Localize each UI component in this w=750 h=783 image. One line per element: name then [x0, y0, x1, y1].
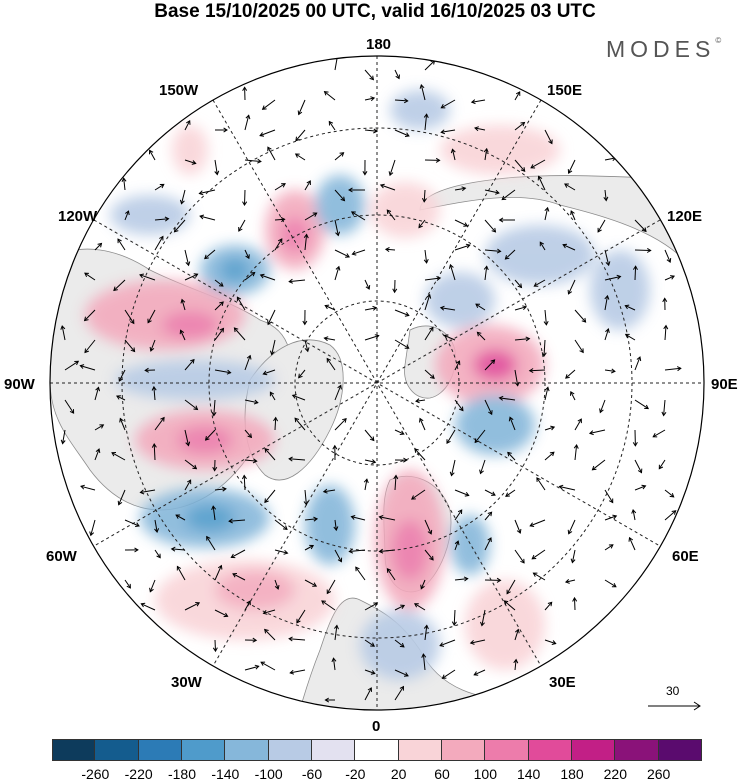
reference-vector [648, 701, 701, 711]
anomaly-positive [465, 580, 545, 670]
lon-label-120w: 120W [58, 208, 98, 225]
colorbar-tick-label: -60 [301, 766, 323, 782]
colorbar-segment [182, 739, 226, 761]
lon-label-60e: 60E [672, 548, 699, 565]
lon-label-180: 180 [366, 36, 392, 53]
lon-label-90w: 90W [4, 376, 35, 393]
colorbar-tick-label: -220 [124, 766, 153, 782]
lon-label-150e: 150E [547, 82, 583, 99]
anomaly-negative [390, 90, 450, 130]
anomaly-negative [360, 610, 440, 680]
colorbar-segment [52, 739, 96, 761]
anomaly-negative [220, 258, 250, 282]
colorbar-segment [312, 739, 356, 761]
colorbar-tick-label: 220 [603, 766, 628, 782]
lon-label-0: 0 [372, 718, 381, 735]
colorbar-tick-label: -260 [81, 766, 110, 782]
colorbar-segment [95, 739, 139, 761]
anomaly-negative [115, 360, 275, 400]
map-boundary [49, 55, 705, 711]
lon-label-30w: 30W [171, 674, 202, 691]
anomaly-negative [425, 272, 495, 328]
modes-logo: MODES© [606, 36, 722, 62]
reference-vector-label: 30 [666, 684, 680, 698]
colorbar [52, 739, 702, 761]
anomaly-positive [370, 182, 440, 238]
lon-label-30e: 30E [549, 674, 576, 691]
anomaly-positive [440, 125, 560, 175]
anomaly-positive [280, 217, 310, 253]
lon-label-120e: 120E [667, 208, 703, 225]
colorbar-segment [355, 739, 399, 761]
colorbar-tick-label: -180 [167, 766, 197, 782]
colorbar-frame [52, 739, 702, 761]
colorbar-tick-label: -140 [211, 766, 240, 782]
colorbar-tick-label: 260 [646, 766, 671, 782]
wind-vectors [60, 56, 682, 703]
colorbar-segment [485, 739, 529, 761]
anomaly-negative [450, 515, 490, 575]
colorbar-segment [442, 739, 486, 761]
lon-label-150w: 150W [159, 82, 199, 99]
colorbar-tick-label: 20 [390, 766, 407, 782]
colorbar-segment [528, 739, 572, 761]
anomaly-positive [172, 125, 208, 175]
anomaly-negative [185, 504, 235, 532]
anomaly-negative [305, 485, 355, 565]
graticule [50, 56, 704, 710]
anomaly-negative [315, 175, 365, 235]
colorbar-segment [615, 739, 659, 761]
colorbar-tick-label: -100 [254, 766, 283, 782]
anomaly-positive [473, 349, 517, 381]
anomaly-negative [110, 195, 190, 235]
anomaly-negative [485, 225, 595, 285]
lon-label-60w: 60W [46, 548, 77, 565]
colorbar-tick-label: 100 [473, 766, 498, 782]
anomaly-negative [455, 395, 535, 455]
anomaly-positive [162, 311, 218, 339]
colorbar-segment [398, 739, 442, 761]
colorbar-tick-label: 60 [434, 766, 450, 782]
colorbar-segment [268, 739, 312, 761]
colorbar-tick-label: 180 [560, 766, 584, 782]
colorbar-tick-label: 140 [516, 766, 541, 782]
colorbar-segment [225, 739, 269, 761]
lon-label-90e: 90E [711, 376, 738, 393]
colorbar-tick-label: -20 [345, 766, 366, 782]
colorbar-segment [572, 739, 616, 761]
anomaly-positive [177, 426, 233, 454]
anomaly-positive [392, 520, 428, 580]
anomaly-positive [215, 570, 295, 610]
colorbar-segment [138, 739, 182, 761]
map-title: Base 15/10/2025 00 UTC, valid 16/10/2025… [154, 1, 596, 22]
anomaly-negative [590, 250, 650, 330]
